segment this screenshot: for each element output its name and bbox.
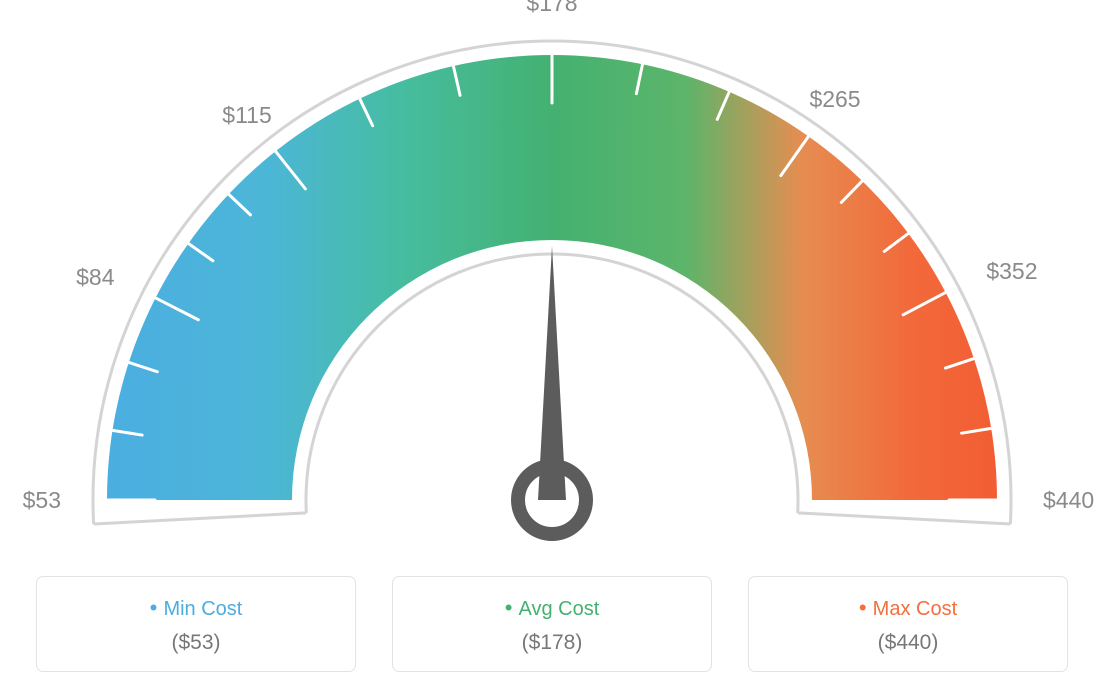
gauge-tick-label: $265	[809, 86, 860, 112]
gauge-tick-label: $178	[526, 0, 577, 16]
gauge-tick-label: $84	[76, 264, 115, 290]
legend-min-label: Min Cost	[47, 595, 345, 621]
legend-min-value: ($53)	[47, 631, 345, 655]
gauge-tick-label: $352	[986, 258, 1037, 284]
cost-gauge: $53 $84 $115 $178 $265 $352 $440	[0, 0, 1104, 560]
gauge-tick-label: $115	[222, 102, 271, 128]
legend-row: Min Cost ($53) Avg Cost ($178) Max Cost …	[0, 576, 1104, 672]
gauge-tick-label: $440	[1043, 487, 1094, 513]
legend-avg-label: Avg Cost	[403, 595, 701, 621]
legend-card-min: Min Cost ($53)	[36, 576, 356, 672]
legend-max-label: Max Cost	[759, 595, 1057, 621]
gauge-tick-label: $53	[23, 487, 61, 513]
gauge-svg: $53 $84 $115 $178 $265 $352 $440	[0, 0, 1104, 560]
legend-card-max: Max Cost ($440)	[748, 576, 1068, 672]
legend-max-value: ($440)	[759, 631, 1057, 655]
legend-card-avg: Avg Cost ($178)	[392, 576, 712, 672]
legend-avg-value: ($178)	[403, 631, 701, 655]
